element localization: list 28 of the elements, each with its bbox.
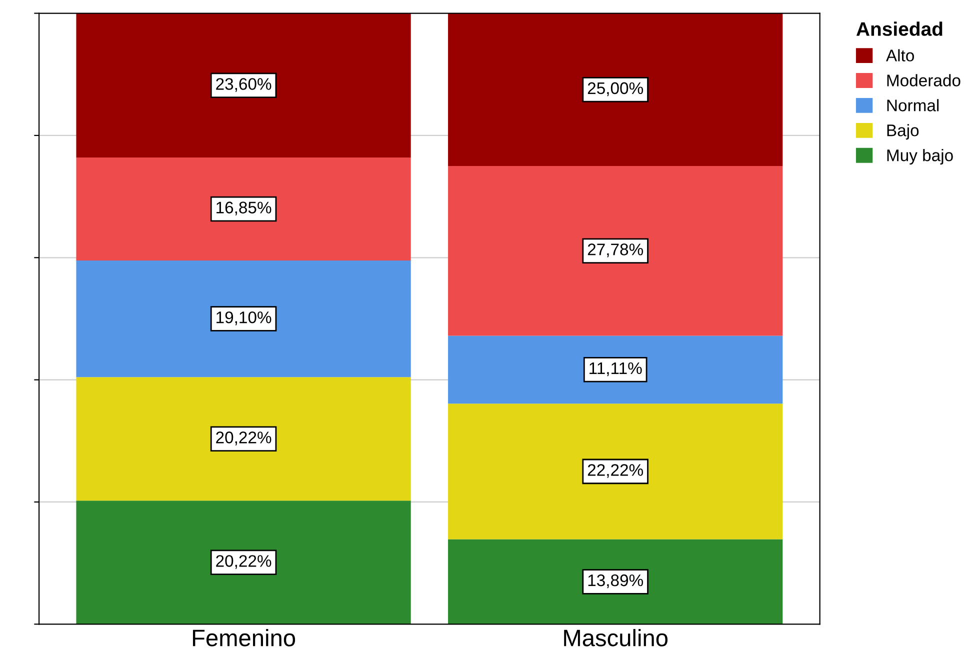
- data-label: 25,00%: [588, 82, 644, 96]
- bar: [76, 500, 411, 624]
- data-label: 20,22%: [216, 555, 272, 569]
- bar: [76, 13, 411, 158]
- bar: [448, 336, 783, 404]
- bar: [448, 13, 783, 166]
- data-label: 16,85%: [216, 202, 272, 216]
- legend-label: Normal: [887, 99, 939, 112]
- data-label: 23,60%: [216, 78, 272, 92]
- data-label: 20,22%: [216, 432, 272, 446]
- data-label: 11,11%: [590, 362, 642, 376]
- legend-title: Ansiedad: [856, 22, 942, 36]
- data-label: 22,22%: [588, 464, 644, 478]
- bar: [76, 377, 411, 501]
- data-label: 27,78%: [588, 244, 644, 258]
- x-tick-label: Femenino: [192, 629, 296, 646]
- data-label: 13,89%: [588, 574, 644, 588]
- x-tick-label: Masculino: [564, 629, 668, 646]
- bar: [448, 166, 783, 336]
- bar: [448, 539, 783, 624]
- legend-label: Moderado: [887, 74, 960, 86]
- legend-label: Alto: [886, 49, 914, 62]
- bar: [448, 404, 783, 540]
- bar: [76, 260, 411, 378]
- bar: [76, 158, 411, 260]
- data-label: 19,10%: [216, 311, 272, 326]
- legend-label: Bajo: [887, 124, 919, 140]
- legend-label: Muy bajo: [887, 149, 953, 165]
